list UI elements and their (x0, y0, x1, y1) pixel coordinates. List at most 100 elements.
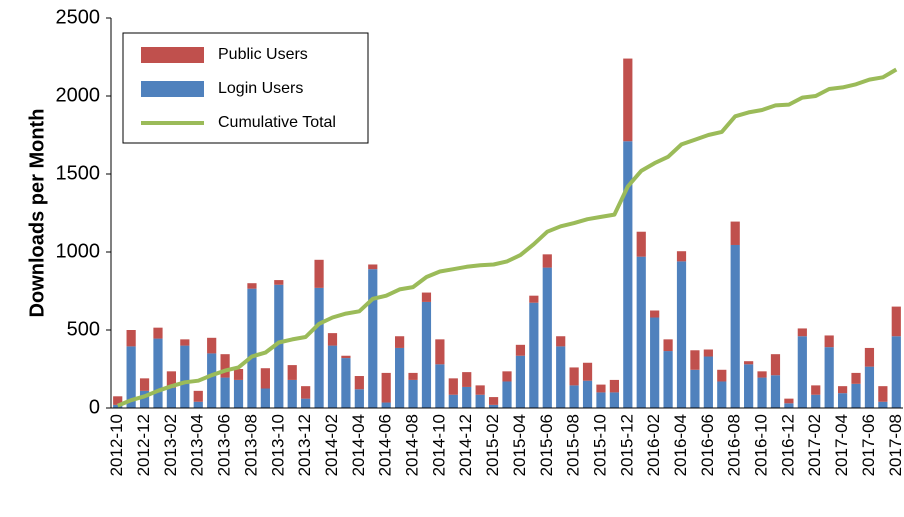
y-axis-label: Downloads per Month (26, 109, 48, 318)
bar-segment (502, 381, 512, 408)
bar-segment (529, 302, 539, 408)
x-tick-label: 2015-02 (483, 414, 502, 476)
bar-segment (488, 404, 499, 408)
bar-segment (730, 244, 740, 408)
y-tick-label: 1500 (56, 162, 101, 184)
bar-segment (770, 375, 781, 408)
bar-segment (408, 379, 418, 408)
bar-segment (663, 339, 673, 352)
x-tick-label: 2013-10 (268, 414, 287, 476)
bar-segment (301, 398, 311, 408)
bar-segment (448, 378, 458, 395)
x-tick-label: 2017-02 (805, 414, 824, 476)
bar-segment (824, 335, 834, 348)
bar-segment (636, 256, 646, 408)
x-tick-label: 2015-10 (590, 414, 609, 476)
bar-segment (475, 394, 485, 408)
bar-segment (166, 371, 177, 388)
bar-segment (811, 385, 821, 395)
bar-segment (690, 369, 700, 408)
x-tick-label: 2015-04 (510, 414, 529, 476)
bar-segment (448, 394, 458, 408)
y-tick-label: 2000 (56, 84, 101, 106)
bar-segment (126, 330, 136, 347)
bar-segment (797, 328, 807, 337)
bar-segment (851, 372, 861, 384)
bar-segment (341, 358, 351, 408)
x-tick-label: 2013-04 (188, 414, 207, 476)
bar-segment (650, 317, 660, 408)
bar-segment (381, 402, 391, 408)
bar-segment (113, 396, 123, 405)
bar-segment (354, 389, 364, 408)
bar-segment (529, 295, 539, 303)
bar-segment (247, 283, 257, 289)
x-tick-label: 2014-02 (322, 414, 341, 476)
x-tick-label: 2016-06 (698, 414, 717, 476)
bar-segment (730, 221, 740, 245)
x-tick-label: 2015-12 (617, 414, 636, 476)
bar-segment (421, 292, 432, 302)
bar-segment (247, 288, 257, 408)
legend-label: Cumulative Total (218, 114, 336, 131)
x-tick-label: 2016-04 (671, 414, 690, 476)
bar-segment (717, 381, 727, 408)
bar-segment (180, 339, 190, 346)
bar-segment (193, 401, 203, 408)
bar-segment (569, 367, 579, 386)
x-tick-label: 2016-02 (644, 414, 663, 476)
bar-segment (233, 379, 244, 408)
x-tick-label: 2017-04 (832, 414, 851, 476)
bar-segment (502, 371, 512, 382)
legend-label: Login Users (218, 80, 303, 97)
bar-segment (314, 287, 324, 408)
bar-segment (878, 386, 888, 402)
x-tick-label: 2014-04 (349, 414, 368, 476)
legend-label: Public Users (218, 46, 308, 63)
bar-segment (623, 58, 633, 142)
bar-segment (811, 394, 821, 408)
bar-segment (220, 354, 230, 378)
bar-segment (542, 267, 552, 408)
legend-swatch (141, 81, 204, 97)
bar-segment (864, 366, 875, 408)
bar-segment (408, 372, 418, 380)
x-tick-label: 2016-10 (752, 414, 771, 476)
bar-segment (381, 372, 391, 403)
bar-segment (462, 386, 472, 408)
x-tick-label: 2014-06 (376, 414, 395, 476)
bar-segment (395, 336, 405, 348)
bar-segment (609, 392, 619, 408)
bar-segment (515, 355, 526, 408)
bar-segment (435, 339, 445, 365)
bar-segment (126, 346, 136, 408)
bar-segment (220, 377, 230, 408)
x-tick-label: 2013-02 (161, 414, 180, 476)
bar-segment (207, 337, 217, 354)
x-tick-label: 2016-12 (778, 414, 797, 476)
bar-segment (327, 345, 338, 408)
bar-segment (770, 354, 781, 376)
bar-segment (744, 364, 754, 408)
x-tick-label: 2014-08 (403, 414, 422, 476)
bar-segment (609, 379, 619, 393)
bar-segment (354, 376, 364, 390)
bar-segment (717, 369, 727, 382)
bar-segment (582, 362, 593, 381)
legend-swatch (141, 47, 204, 63)
bar-segment (824, 347, 834, 408)
bar-segment (435, 364, 445, 408)
bar-segment (368, 269, 378, 408)
bar-segment (676, 251, 687, 262)
bar-segment (797, 336, 807, 408)
bar-segment (690, 350, 700, 370)
bar-segment (395, 347, 405, 408)
bar-segment (757, 377, 767, 408)
bar-segment (837, 393, 848, 408)
bar-segment (166, 387, 177, 408)
bar-segment (488, 397, 499, 405)
bar-segment (891, 306, 901, 337)
bar-segment (153, 327, 163, 339)
bar-segment (676, 261, 687, 408)
